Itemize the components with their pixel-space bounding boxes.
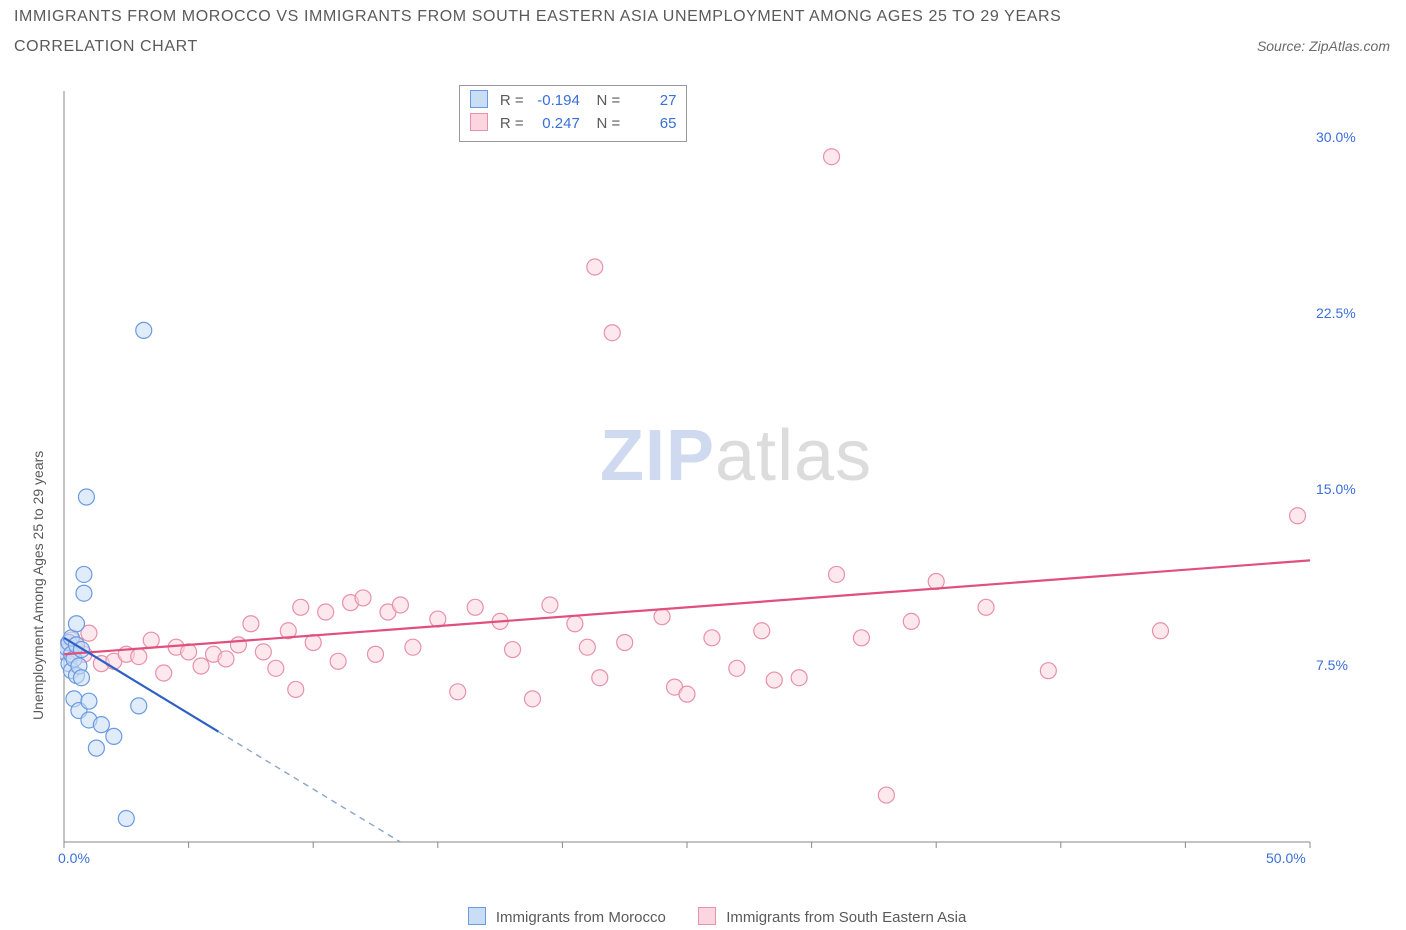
legend-swatch-series2: [698, 907, 716, 925]
y-tick-label: 22.5%: [1316, 305, 1356, 321]
plot-svg: [60, 85, 1360, 860]
legend-label-series1: Immigrants from Morocco: [496, 909, 666, 926]
correlation-stats-box: R = -0.194 N = 27 R = 0.247 N = 65: [459, 85, 688, 142]
scatter-plot: R = -0.194 N = 27 R = 0.247 N = 65 ZIPat…: [60, 85, 1360, 860]
x-axis-legend: Immigrants from Morocco Immigrants from …: [0, 907, 1406, 926]
series2-r-value: 0.247: [528, 113, 580, 136]
r-label: R =: [500, 92, 524, 109]
series2-n-value: 65: [624, 113, 676, 136]
y-tick-label: 7.5%: [1316, 657, 1348, 673]
n-label: N =: [597, 115, 621, 132]
chart-title-line1: IMMIGRANTS FROM MOROCCO VS IMMIGRANTS FR…: [14, 8, 1061, 26]
y-tick-label: 15.0%: [1316, 481, 1356, 497]
series1-r-value: -0.194: [528, 90, 580, 113]
legend-swatch-series1: [470, 90, 488, 108]
x-tick-label: 50.0%: [1266, 850, 1306, 866]
stats-row-series2: R = 0.247 N = 65: [470, 113, 677, 136]
stats-row-series1: R = -0.194 N = 27: [470, 90, 677, 113]
source-attribution: Source: ZipAtlas.com: [1257, 38, 1390, 54]
x-tick-label: 0.0%: [58, 850, 90, 866]
r-label: R =: [500, 115, 524, 132]
y-axis-label: Unemployment Among Ages 25 to 29 years: [30, 451, 46, 720]
legend-swatch-series1: [468, 907, 486, 925]
legend-label-series2: Immigrants from South Eastern Asia: [726, 909, 966, 926]
n-label: N =: [597, 92, 621, 109]
y-tick-label: 30.0%: [1316, 129, 1356, 145]
chart-container: IMMIGRANTS FROM MOROCCO VS IMMIGRANTS FR…: [0, 0, 1406, 930]
legend-swatch-series2: [470, 113, 488, 131]
series1-n-value: 27: [624, 90, 676, 113]
chart-title-line2: CORRELATION CHART: [14, 38, 198, 56]
